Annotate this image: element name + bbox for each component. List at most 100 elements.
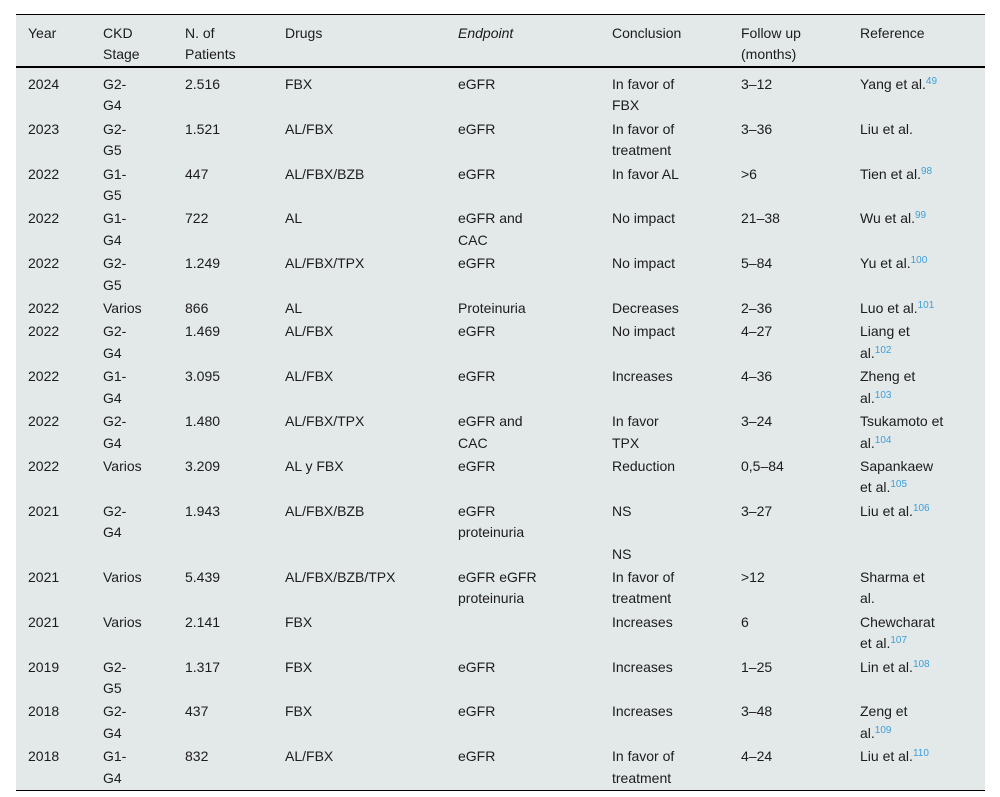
cell-ckd_stage: Varios <box>103 457 142 474</box>
table-row: 2021 Varios 2.141 FBX Increases 6 Chewcharat e… <box>16 611 985 656</box>
cell-year: 2022 <box>28 368 60 385</box>
cell-drugs: FBX <box>285 613 313 630</box>
cell-conclusion: No impact <box>612 210 676 227</box>
cell-follow_up: 4–36 <box>741 368 773 385</box>
cell-drugs: AL/FBX/BZB <box>285 165 365 182</box>
citation-link[interactable]: 101 <box>917 300 935 312</box>
cell-year: 2022 <box>28 255 60 272</box>
table-row: 2024 G2- G4 2.516 FBX eGFR In favor of FBX 3–1… <box>16 67 985 118</box>
reference-author-text: Sharma et al. <box>860 568 925 607</box>
cell-endpoint: eGFR <box>458 457 496 474</box>
column-header-year: Year <box>16 14 91 68</box>
citation-link[interactable]: 109 <box>874 724 892 736</box>
cell-follow_up: >6 <box>741 165 757 182</box>
cell-endpoint: eGFR proteinuria <box>458 502 525 541</box>
cell-follow_up: 3–24 <box>741 413 773 430</box>
cell-ckd_stage: Varios <box>103 613 142 630</box>
cell-year: 2023 <box>28 120 60 137</box>
cell-conclusion: No impact <box>612 323 676 340</box>
citation-link[interactable]: 103 <box>874 389 892 401</box>
reference-author-text: Tsukamoto et al. <box>860 413 944 451</box>
cell-conclusion: In favor TPX <box>612 413 659 451</box>
cell-reference: Luo et al.101 <box>848 297 985 320</box>
citation-link[interactable]: 98 <box>920 165 933 177</box>
cell-drugs: AL/FBX/BZB/TPX <box>285 568 396 585</box>
citation-link[interactable]: 104 <box>874 434 892 446</box>
reference-author-text: Sapankaew et al. <box>860 457 934 496</box>
citation-link[interactable]: 100 <box>910 255 928 267</box>
reference-author-text: Tien et al. <box>860 165 921 182</box>
cell-ckd_stage: G2- G4 <box>103 413 127 451</box>
cell-ckd_stage: Varios <box>103 568 142 585</box>
cell-conclusion: Increases <box>612 703 673 720</box>
reference-author-text: Liu et al. <box>860 748 913 765</box>
reference-author-text: Yu et al. <box>860 255 911 272</box>
cell-endpoint: eGFR <box>458 323 496 340</box>
table-row: 2022 G1- G4 722 AL eGFR and CAC No impact 21–3… <box>16 207 985 252</box>
citation-link[interactable]: 49 <box>925 76 938 87</box>
cell-reference: Liu et al.106 <box>848 500 985 566</box>
table-row: 2022 G2- G4 1.480 AL/FBX/TPX eGFR and CAC In … <box>16 410 985 455</box>
cell-year: 2018 <box>28 703 60 720</box>
cell-year: 2019 <box>28 658 60 675</box>
citation-link[interactable]: 105 <box>890 479 908 491</box>
cell-year: 2024 <box>28 76 60 92</box>
citation-link[interactable]: 108 <box>912 658 930 670</box>
cell-ckd_stage: G2- G4 <box>103 323 127 361</box>
cell-ckd_stage: G1- G4 <box>103 368 127 406</box>
citation-link[interactable]: 102 <box>874 344 892 356</box>
cell-reference: Yu et al.100 <box>848 252 985 297</box>
cell-conclusion: In favor of treatment <box>612 120 675 159</box>
cell-follow_up: 6 <box>741 613 749 630</box>
cell-endpoint <box>446 611 600 656</box>
citation-link[interactable]: 110 <box>912 748 929 760</box>
cell-year: 2022 <box>28 300 60 317</box>
table-row: 2018 G2- G4 437 FBX eGFR Increases 3–48 Zeng et… <box>16 700 985 745</box>
cell-follow_up: 21–38 <box>741 210 780 227</box>
cell-year: 2021 <box>28 502 60 519</box>
reference-author-text: Zeng et al. <box>860 703 908 741</box>
cell-reference: Liang et al.102 <box>848 320 985 365</box>
table-row: 2022 Varios 866 AL Proteinuria Decreases 2–36 L… <box>16 297 985 320</box>
cell-follow_up: 3–12 <box>741 76 773 92</box>
reference-author-text: Wu et al. <box>860 210 915 227</box>
cell-follow_up: 3–36 <box>741 120 773 137</box>
cell-reference: Wu et al.99 <box>848 207 985 252</box>
cell-endpoint: eGFR eGFR proteinuria <box>458 568 537 607</box>
reference-author-text: Liu et al. <box>860 120 913 137</box>
cell-follow_up: 4–24 <box>741 748 773 765</box>
cell-drugs: AL/FBX <box>285 323 334 340</box>
cell-conclusion: Decreases <box>612 300 679 317</box>
table-row: 2018 G1- G4 832 AL/FBX eGFR In favor of treat… <box>16 745 985 790</box>
cell-conclusion: In favor of treatment <box>612 568 675 607</box>
cell-drugs: AL/FBX/TPX <box>285 255 365 272</box>
cell-follow_up: 1–25 <box>741 658 773 675</box>
reference-author-text: Lin et al. <box>860 658 913 675</box>
cell-reference: Lin et al.108 <box>848 656 985 701</box>
cell-conclusion: Increases <box>612 368 673 385</box>
column-header-ckd_stage: CKD Stage <box>91 14 173 68</box>
cell-n_patients: 1.317 <box>185 658 221 675</box>
table-body: 2024 G2- G4 2.516 FBX eGFR In favor of FBX 3–1… <box>16 67 985 791</box>
cell-n_patients: 3.095 <box>185 368 221 385</box>
cell-drugs: AL <box>285 210 303 227</box>
cell-n_patients: 1.521 <box>185 120 221 137</box>
table-row: 2022 G1- G4 3.095 AL/FBX eGFR Increases 4–36 Zh… <box>16 365 985 410</box>
table-row: 2022 G2- G5 1.249 AL/FBX/TPX eGFR No impact 5–… <box>16 252 985 297</box>
citation-link[interactable]: 106 <box>912 502 930 514</box>
cell-n_patients: 447 <box>185 165 209 182</box>
citation-link[interactable]: 107 <box>890 635 908 647</box>
column-header-reference: Reference <box>848 14 985 68</box>
cell-conclusion: In favor of FBX <box>612 76 675 114</box>
cell-reference: Chewcharat et al.107 <box>848 611 985 656</box>
cell-year: 2022 <box>28 210 60 227</box>
cell-follow_up: 5–84 <box>741 255 773 272</box>
table-row: 2022 Varios 3.209 AL y FBX eGFR Reduction 0,5–… <box>16 455 985 500</box>
cell-ckd_stage: G1- G5 <box>103 165 127 204</box>
cell-reference: Yang et al.49 <box>848 67 985 118</box>
citation-link[interactable]: 99 <box>915 210 927 222</box>
reference-author-text: Luo et al. <box>860 300 918 317</box>
cell-n_patients: 3.209 <box>185 457 221 474</box>
reference-author-text: Liu et al. <box>860 502 913 519</box>
cell-n_patients: 437 <box>185 703 209 720</box>
